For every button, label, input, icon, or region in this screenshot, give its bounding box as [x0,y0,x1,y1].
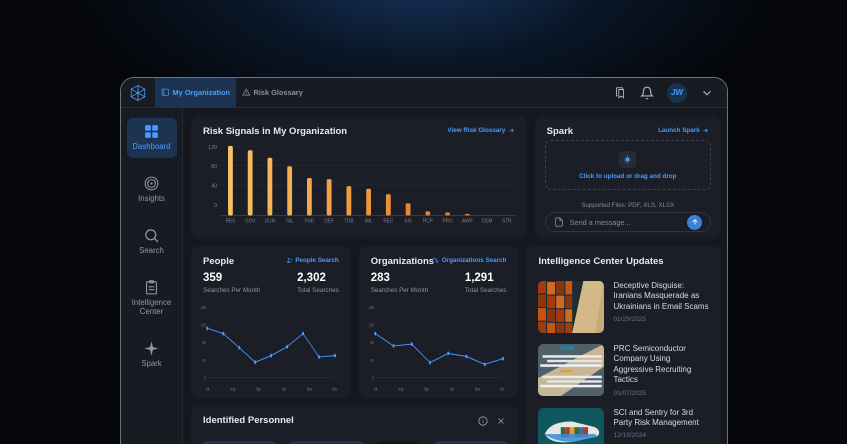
svg-text:AWP: AWP [462,218,473,224]
svg-text:DUN: DUN [265,218,276,224]
svg-text:Sep: Sep [256,385,262,391]
svg-text:SIS: SIS [404,218,412,224]
svg-text:40: 40 [203,357,206,363]
svg-text:0: 0 [204,374,206,380]
svg-text:STR: STR [502,218,512,224]
svg-text:Dec: Dec [500,385,504,391]
svg-text:Sep: Sep [424,385,430,391]
svg-text:80: 80 [211,164,217,170]
svg-text:RCP: RCP [423,218,434,224]
svg-text:Jul: Jul [206,385,210,391]
svg-text:TDB: TDB [344,218,354,224]
svg-text:GOV: GOV [245,218,256,224]
svg-text:PRO: PRO [442,218,452,224]
svg-text:RES: RES [226,218,236,224]
svg-text:Jul: Jul [373,385,377,391]
svg-text:Aug: Aug [230,385,235,391]
svg-text:Dec: Dec [332,385,336,391]
svg-text:Nov: Nov [307,385,312,391]
svg-text:40: 40 [211,183,217,189]
svg-text:Nov: Nov [475,385,480,391]
svg-text:0: 0 [214,203,217,209]
svg-text:0: 0 [372,374,374,380]
svg-text:REC: REC [383,218,393,224]
svg-text:120: 120 [201,322,206,328]
svg-text:TAL: TAL [286,218,295,224]
svg-text:80: 80 [370,339,373,345]
svg-text:FND: FND [305,218,315,224]
svg-text:80: 80 [203,339,206,345]
svg-text:DEF: DEF [324,218,333,224]
svg-text:Oct: Oct [282,385,287,391]
svg-text:120: 120 [208,145,217,151]
svg-text:160: 160 [201,304,206,310]
svg-text:160: 160 [369,304,374,310]
svg-text:MIL: MIL [365,218,373,224]
svg-text:CEM: CEM [482,218,492,224]
svg-text:40: 40 [370,357,373,363]
svg-text:Aug: Aug [398,385,403,391]
svg-text:Oct: Oct [449,385,454,391]
svg-text:120: 120 [369,322,374,328]
